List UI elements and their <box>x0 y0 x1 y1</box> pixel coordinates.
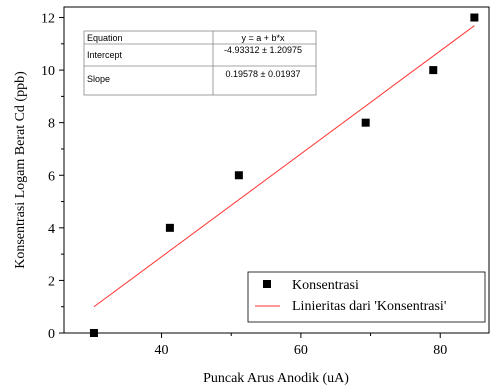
legend-frame <box>247 271 486 323</box>
data-point <box>361 118 370 127</box>
fit-table-equation-label: Equation <box>87 33 123 43</box>
legend-label-linieritas: Linieritas dari 'Konsentrasi' <box>292 299 446 314</box>
data-point <box>89 329 98 337</box>
y-axis-title: Konsentrasi Logam Berat Cd (ppb) <box>13 71 28 269</box>
y-tick-label: 6 <box>48 169 55 184</box>
y-tick-label: 2 <box>48 274 55 289</box>
legend-marker-square <box>263 280 271 288</box>
data-point <box>234 171 243 180</box>
fit-table-intercept-value: -4.93312 ± 1.20975 <box>224 45 302 55</box>
data-points-layer <box>89 13 479 337</box>
x-axis-title: Puncak Arus Anodik (uA) <box>203 371 349 386</box>
data-point <box>470 13 479 22</box>
data-point <box>165 223 174 232</box>
x-tick-label: 80 <box>433 343 447 358</box>
fit-table-equation-value: y = a + b*x <box>241 33 285 43</box>
fit-line-layer <box>93 25 475 308</box>
fit-table-slope-label: Slope <box>87 74 110 84</box>
data-point <box>429 66 438 75</box>
fit-table-slope-value: 0.19578 ± 0.01937 <box>225 69 300 79</box>
y-tick-label: 10 <box>41 64 55 79</box>
tick-labels: 40 60 80 0 2 4 6 8 10 12 <box>41 12 447 358</box>
legend: Konsentrasi Linieritas dari 'Konsentrasi… <box>247 271 486 323</box>
legend-label-konsentrasi: Konsentrasi <box>292 278 359 293</box>
x-tick-label: 40 <box>155 343 169 358</box>
y-tick-label: 8 <box>48 117 55 132</box>
plot-frame <box>63 6 490 334</box>
fit-table-intercept-label: Intercept <box>87 50 123 60</box>
x-tick-label: 60 <box>294 343 308 358</box>
y-tick-label: 0 <box>48 327 55 342</box>
y-tick-label: 12 <box>41 12 55 27</box>
fit-table: Equation y = a + b*x Intercept -4.93312 … <box>83 30 317 96</box>
y-tick-label: 4 <box>48 222 55 237</box>
fit-table-frame <box>83 30 317 96</box>
fit-line <box>93 25 475 308</box>
